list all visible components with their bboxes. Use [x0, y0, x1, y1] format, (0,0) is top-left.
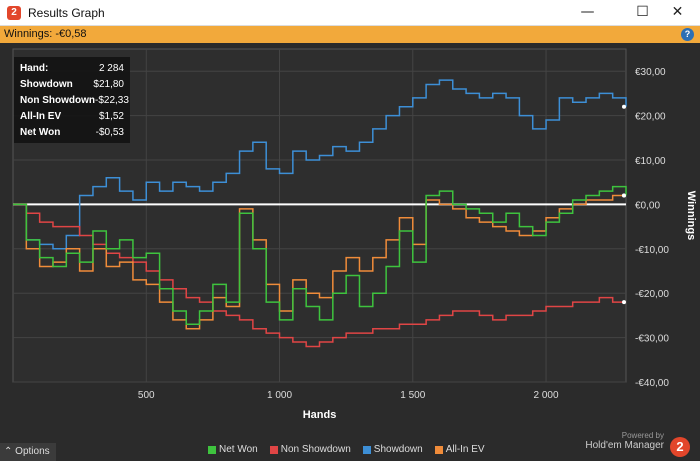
options-button[interactable]: ⌃ Options [0, 443, 56, 461]
stat-value: $1,52 [98, 110, 124, 122]
legend-label: Non Showdown [280, 444, 351, 455]
stat-row: Hand: 2 284 [20, 60, 124, 76]
stat-row: Showdown $21,80 [20, 76, 124, 92]
close-button[interactable]: ✕ [671, 4, 684, 20]
powered-by-block: Powered by Hold'em Manager [585, 431, 664, 451]
stat-value: -$22,33 [95, 94, 129, 106]
legend-item[interactable]: All-In EV [434, 444, 485, 455]
stat-label: Hand: [20, 62, 49, 74]
winnings-text: Winnings: -€0,58 [4, 28, 87, 40]
brand-name: Hold'em Manager [585, 440, 664, 451]
legend-swatch [208, 445, 216, 454]
chart-legend: Net Won Non Showdown Showdown All-In EV [208, 444, 485, 455]
series-end-marker [622, 193, 626, 198]
y-axis-label: Winnings [685, 191, 697, 240]
stat-value: 2 284 [98, 62, 124, 74]
legend-swatch [269, 445, 278, 454]
series-line-net-won [13, 185, 627, 326]
window-title: Results Graph [28, 6, 105, 20]
legend-swatch [434, 445, 443, 454]
legend-label: All-In EV [445, 444, 485, 455]
x-tick-label: 2 000 [534, 390, 559, 401]
chevron-up-icon: ⌃ [4, 446, 13, 457]
y-tick-label: -€20,00 [635, 289, 669, 300]
stat-label: Showdown [20, 78, 73, 90]
stat-label: Net Won [20, 126, 61, 138]
legend-item[interactable]: Showdown [362, 444, 423, 455]
series-end-marker [622, 300, 626, 305]
y-tick-label: €10,00 [635, 156, 666, 167]
hm2-logo-icon: 2 [670, 437, 690, 457]
legend-item[interactable]: Net Won [208, 444, 258, 455]
y-tick-label: -€30,00 [635, 334, 669, 345]
winnings-bar: Winnings: -€0,58 ? [0, 26, 700, 43]
powered-by-text: Powered by [621, 431, 664, 440]
minimize-button[interactable]: — [580, 4, 595, 20]
series-line-all-in-ev [13, 194, 626, 330]
x-tick-label: 1 000 [267, 390, 292, 401]
legend-swatch [362, 445, 371, 454]
x-tick-label: 1 500 [400, 390, 425, 401]
x-axis-label: Hands [303, 409, 337, 421]
legend-item[interactable]: Non Showdown [269, 444, 351, 455]
y-tick-label: €30,00 [635, 67, 666, 78]
stat-row: Non Showdown -$22,33 [20, 92, 129, 108]
title-bar[interactable]: 2 Results Graph — ☐ ✕ [0, 0, 700, 26]
hm2-app-icon: 2 [7, 6, 21, 20]
stat-row: All-In EV $1,52 [20, 108, 124, 124]
maximize-button[interactable]: ☐ [636, 4, 649, 20]
stat-label: Non Showdown [20, 94, 95, 106]
series-line-non-showdown [13, 203, 626, 348]
y-tick-label: -€40,00 [635, 378, 669, 389]
options-label: Options [15, 446, 50, 457]
y-tick-label: -€10,00 [635, 245, 669, 256]
stat-value: -$0,53 [95, 126, 124, 138]
stat-row: Net Won -$0,53 [20, 124, 124, 140]
footer-bar: ⌃ Options Net Won Non Showdown Showdown All… [0, 431, 700, 461]
stat-value: $21,80 [93, 78, 124, 90]
hand-stats-panel: Hand: 2 284 Showdown $21,80 Non Showdown… [14, 57, 130, 143]
x-tick-label: 500 [138, 390, 155, 401]
y-tick-label: €0,00 [635, 200, 660, 211]
series-end-marker [622, 104, 626, 109]
y-tick-label: €20,00 [635, 112, 666, 123]
legend-label: Net Won [219, 444, 258, 455]
legend-label: Showdown [373, 444, 423, 455]
series-line-showdown [13, 79, 627, 250]
help-icon[interactable]: ? [681, 28, 694, 41]
stat-label: All-In EV [20, 110, 62, 122]
